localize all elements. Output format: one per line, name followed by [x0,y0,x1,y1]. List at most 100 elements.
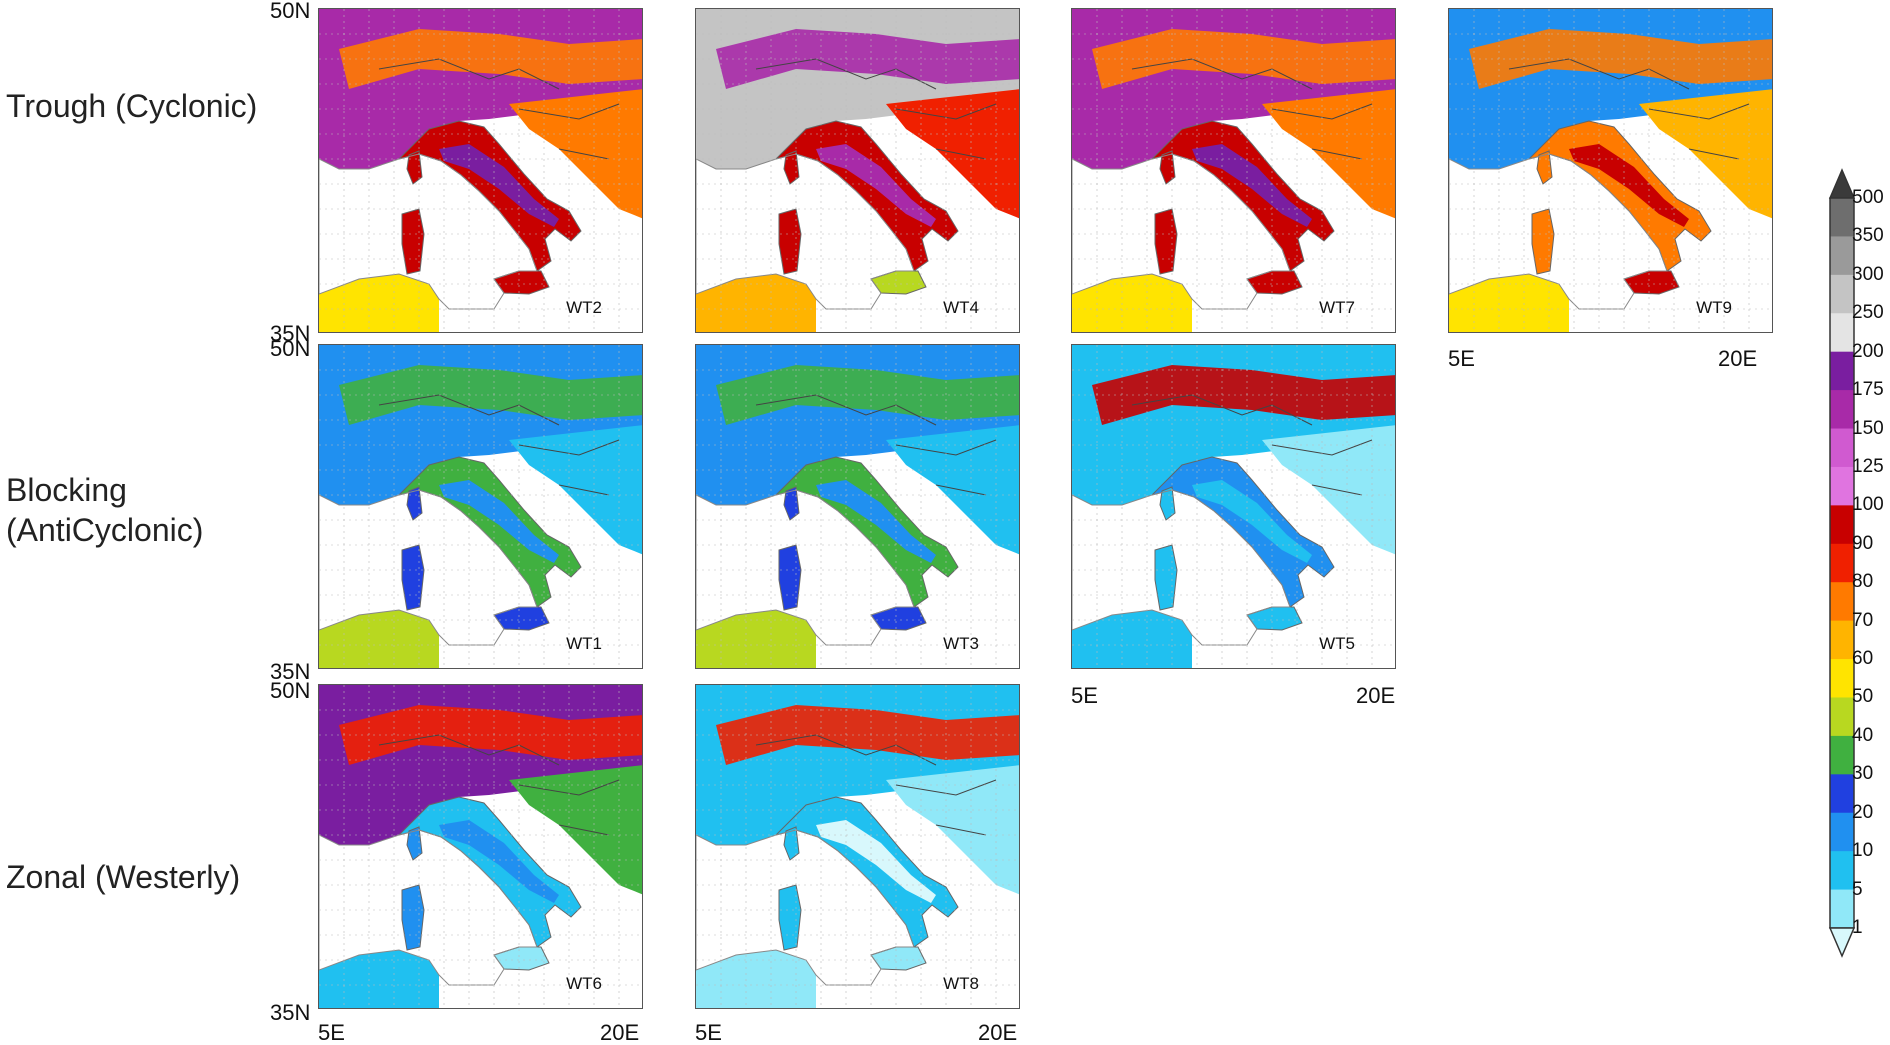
colorbar-tick-label: 125 [1852,455,1884,477]
precipitation-map-wt2 [319,9,642,332]
sardinia [778,544,802,611]
colorbar-box [1830,198,1854,237]
colorbar-box [1830,351,1854,391]
lat-label-bottom-row3: 35N [270,1000,311,1025]
lon-label-right-wt5: 20E [1356,683,1396,708]
precipitation-map-wt6 [319,685,642,1008]
lat-label-top-row3: 50N [270,678,311,703]
lon-label-left-wt5: 5E [1071,683,1098,708]
colorbar-tick-label: 350 [1852,225,1884,247]
sardinia [778,884,802,951]
north-africa-region [1449,274,1569,332]
colorbar-tick-label: 40 [1852,724,1874,746]
colorbar-tick-label: 175 [1852,379,1884,401]
colorbar-tick-label: 80 [1852,571,1874,593]
colorbar [1828,168,1856,958]
map-panel-wt6: WT6 [318,684,643,1009]
alpine-ridge-band [339,29,642,89]
colorbar-box [1830,313,1854,353]
apennine-band [816,820,936,903]
alpine-ridge-band [339,365,642,425]
colorbar-tick-label: 20 [1852,801,1874,823]
colorbar-box [1830,851,1854,891]
colorbar-tick-label: 50 [1852,686,1874,708]
colorbar-box [1830,428,1854,468]
colorbar-tick-label: 10 [1852,840,1874,862]
balkans-region [886,425,1019,555]
balkans-region [886,765,1019,895]
balkans-region [1262,425,1395,555]
map-panel-wt3: WT3 [695,344,1020,669]
apennine-band [1569,144,1689,227]
panel-label-wt8: WT8 [943,974,979,993]
colorbar-tick-label: 250 [1852,302,1884,324]
country-borders [755,734,997,836]
colorbar-tick-label: 150 [1852,417,1884,439]
apennine-band [816,144,936,227]
colorbar-tick-label: 60 [1852,648,1874,670]
lon-label-right-wt6: 20E [600,1020,640,1045]
panel-label-wt2: WT2 [566,298,602,317]
precipitation-map-wt8 [696,685,1019,1008]
apennine-band [439,480,559,563]
apennine-band [1192,144,1312,227]
alpine-ridge-band [1469,29,1772,89]
map-panel-wt2: WT2 [318,8,643,333]
colorbar-tick-label: 30 [1852,763,1874,785]
panel-label-wt1: WT1 [566,634,602,653]
precipitation-map-wt7 [1072,9,1395,332]
colorbar-tick-label: 100 [1852,494,1884,516]
lat-label-top-row1: 50N [270,0,311,23]
colorbar-tick-label: 5 [1852,878,1863,900]
apennine-band [816,480,936,563]
precipitation-map-wt9 [1449,9,1772,332]
lat-label-top-row2: 50N [270,336,311,361]
north-africa-region [319,274,439,332]
sardinia [401,208,425,275]
colorbar-box [1830,582,1854,622]
precipitation-map-wt4 [696,9,1019,332]
country-borders [755,58,997,160]
panel-label-wt6: WT6 [566,974,602,993]
colorbar-box [1830,889,1854,929]
panel-label-wt9: WT9 [1696,298,1732,317]
north-africa-region [1072,274,1192,332]
sardinia [401,884,425,951]
colorbar-tick-label: 500 [1852,187,1884,208]
colorbar-box [1830,774,1854,814]
apennine-band [439,820,559,903]
colorbar-tick-label: 300 [1852,263,1884,285]
map-panel-wt5: WT5 [1071,344,1396,669]
country-borders [1131,58,1373,160]
colorbar-box [1830,236,1854,276]
map-panel-wt1: WT1 [318,344,643,669]
precipitation-map-wt1 [319,345,642,668]
colorbar-tick-label: 90 [1852,532,1874,554]
colorbar-tick-label: 200 [1852,340,1884,362]
balkans-region [509,765,642,895]
map-panel-wt9: WT9 [1448,8,1773,333]
sardinia [1531,208,1555,275]
alpine-ridge-band [1092,29,1395,89]
colorbar-box [1830,659,1854,698]
alpine-ridge-band [716,29,1019,89]
precipitation-map-wt5 [1072,345,1395,668]
lat-label-bottom-row2: 35N [270,659,311,684]
country-borders [378,734,620,836]
map-panel-wt8: WT8 [695,684,1020,1009]
lon-label-left-wt8: 5E [695,1020,722,1045]
north-africa-region [696,610,816,668]
colorbar-box [1830,735,1854,775]
colorbar-box [1830,274,1854,314]
north-africa-region [1072,610,1192,668]
sardinia [1154,208,1178,275]
panel-label-wt7: WT7 [1319,298,1355,317]
map-panel-wt4: WT4 [695,8,1020,333]
country-borders [1508,58,1750,160]
country-borders [378,394,620,496]
colorbar-box [1830,697,1854,737]
balkans-region [509,425,642,555]
balkans-region [886,89,1019,219]
apennine-band [439,144,559,227]
precipitation-map-wt3 [696,345,1019,668]
